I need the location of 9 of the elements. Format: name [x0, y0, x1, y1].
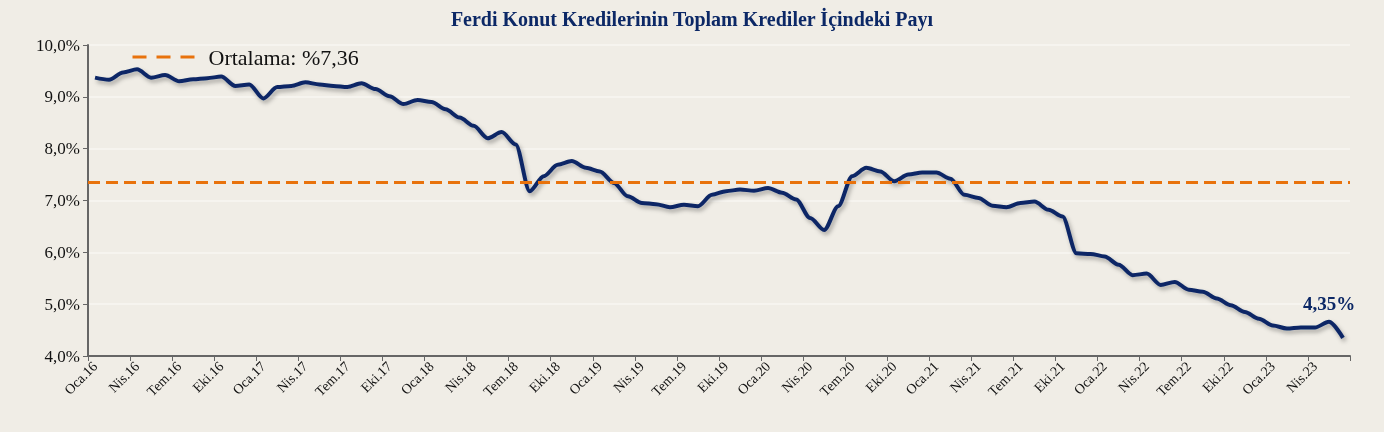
chart-title: Ferdi Konut Kredilerinin Toplam Krediler İçindeki Payı [450, 7, 934, 31]
y-tick-label: 9,0% [44, 87, 80, 107]
data-label: 4,35% [1302, 292, 1356, 314]
legend-label: Ortalama: %7,36 [208, 44, 359, 70]
y-tick-label: 10,0% [36, 35, 80, 55]
y-tick-label: 6,0% [44, 242, 80, 262]
y-tick-label: 5,0% [44, 294, 80, 314]
y-tick-label: 7,0% [44, 191, 80, 210]
y-tick-label: 8,0% [44, 139, 80, 159]
